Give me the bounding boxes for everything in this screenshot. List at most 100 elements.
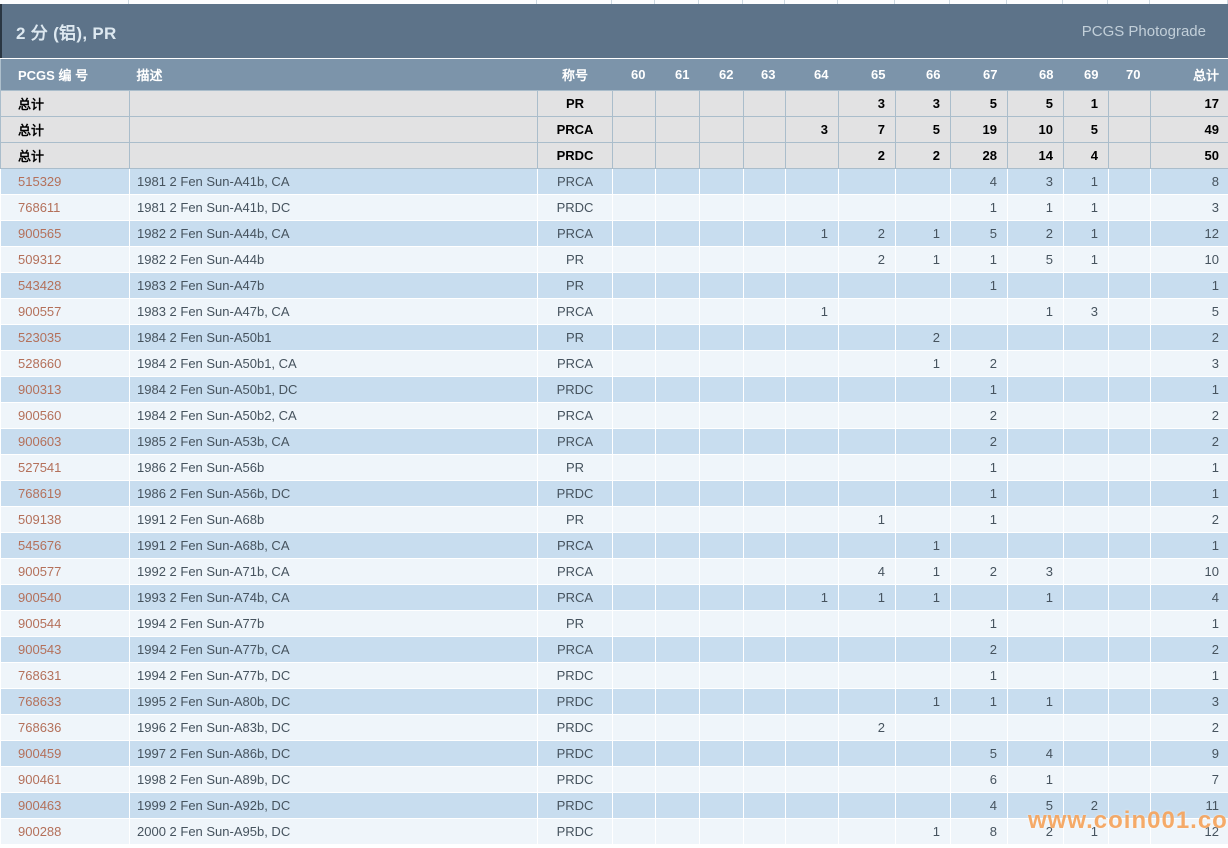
pcgs-number-link[interactable]: 545676 <box>18 537 62 553</box>
grade-60-cell <box>612 505 656 533</box>
pcgs-number-link[interactable]: 900603 <box>18 433 62 449</box>
pcgs-number-link[interactable]: 900557 <box>18 303 62 319</box>
column-header-grade-65: 65 <box>871 66 886 82</box>
row-total-cell: 1 <box>1150 479 1228 507</box>
column-header-grade-68: 68 <box>1039 66 1054 82</box>
pcgs-number-link[interactable]: 900560 <box>18 407 62 423</box>
pcgs-photograde-link[interactable]: PCGS Photograde <box>1081 22 1206 40</box>
grade-65-cell <box>838 271 896 299</box>
grade-70-cell <box>1108 661 1151 689</box>
table-row: 523035 1984 2 Fen Sun-A50b1 PR 2 2 <box>0 323 1228 351</box>
grade-64-cell <box>785 271 839 299</box>
grade-66-cell <box>895 609 951 637</box>
grade-66-cell <box>895 453 951 481</box>
pcgs-number-cell: 900544 <box>0 609 130 637</box>
table-row: 768611 1981 2 Fen Sun-A41b, DC PRDC 1 1 1 3 <box>0 193 1228 221</box>
grade-61-cell <box>655 141 700 169</box>
grade-64-cell: 3 <box>785 115 839 143</box>
grade-66-cell <box>895 479 951 507</box>
column-header-grade-67: 67 <box>983 66 998 82</box>
grade-64-cell <box>785 349 839 377</box>
row-total-cell: 4 <box>1150 583 1228 611</box>
pcgs-number-link[interactable]: 768631 <box>18 667 62 683</box>
grade-66-cell: 1 <box>895 583 951 611</box>
grade-62-cell <box>699 219 744 247</box>
pcgs-number-link[interactable]: 523035 <box>18 329 62 345</box>
pcgs-number-cell: 768611 <box>0 193 130 221</box>
grade-69-cell: 1 <box>1063 89 1109 117</box>
report-title-bar: 2 分 (铝), PR PCGS Photograde <box>0 4 1228 58</box>
pcgs-number-link[interactable]: 768636 <box>18 719 62 735</box>
grade-64-cell <box>785 245 839 273</box>
column-header-grade-60: 60 <box>631 66 646 82</box>
grade-69-cell: 1 <box>1063 219 1109 247</box>
grade-69-cell <box>1063 453 1109 481</box>
grade-63-cell <box>743 297 786 325</box>
pcgs-number-link[interactable]: 515329 <box>18 173 62 189</box>
grade-70-cell <box>1108 531 1151 559</box>
pcgs-number-link[interactable]: 900313 <box>18 381 62 397</box>
grade-64-cell <box>785 505 839 533</box>
grade-67-cell: 5 <box>950 89 1008 117</box>
grade-69-cell <box>1063 765 1109 793</box>
grade-64-cell <box>785 765 839 793</box>
pcgs-number-link[interactable]: 543428 <box>18 277 62 293</box>
grade-69-cell <box>1063 375 1109 403</box>
grade-61-cell <box>655 297 700 325</box>
pcgs-number-cell: 768631 <box>0 661 130 689</box>
designation-cell: PRDC <box>537 817 613 845</box>
pcgs-number-link[interactable]: 900544 <box>18 615 62 631</box>
grade-65-cell: 7 <box>838 115 896 143</box>
grade-65-cell <box>838 349 896 377</box>
pcgs-number-link[interactable]: 900577 <box>18 563 62 579</box>
grade-65-cell <box>838 297 896 325</box>
pcgs-number-link[interactable]: 768611 <box>18 199 61 215</box>
pcgs-number-link[interactable]: 900463 <box>18 797 62 813</box>
grade-64-cell <box>785 375 839 403</box>
grade-63-cell <box>743 323 786 351</box>
pcgs-number-link[interactable]: 900288 <box>18 823 62 839</box>
grade-61-cell <box>655 817 700 845</box>
pcgs-number-link[interactable]: 900565 <box>18 225 62 241</box>
pcgs-number-link[interactable]: 900543 <box>18 641 62 657</box>
row-total-cell: 2 <box>1150 635 1228 663</box>
grade-68-cell: 1 <box>1007 765 1064 793</box>
grade-62-cell <box>699 739 744 767</box>
grade-63-cell <box>743 687 786 715</box>
grade-66-cell <box>895 401 951 429</box>
pcgs-number-link[interactable]: 527541 <box>18 459 62 475</box>
grade-69-cell <box>1063 401 1109 429</box>
row-total-cell: 3 <box>1150 687 1228 715</box>
pcgs-number-link[interactable]: 900461 <box>18 771 62 787</box>
grade-62-cell <box>699 687 744 715</box>
pcgs-number-link[interactable]: 509138 <box>18 511 62 527</box>
grade-62-cell <box>699 791 744 819</box>
table-row: 900577 1992 2 Fen Sun-A71b, CA PRCA 4 1 2 3 10 <box>0 557 1228 585</box>
grade-60-cell <box>612 375 656 403</box>
table-row: 900288 2000 2 Fen Sun-A95b, DC PRDC 1 8 2 1 12 <box>0 817 1228 845</box>
description-cell: 1984 2 Fen Sun-A50b1, CA <box>129 349 538 377</box>
grade-70-cell <box>1108 219 1151 247</box>
grade-65-cell <box>838 193 896 221</box>
population-table: PCGS 编 号描述 称号 60 61 62 63 64 65 66 67 68 69 70 总计 总计 P… <box>0 59 1228 845</box>
grade-61-cell <box>655 453 700 481</box>
grade-60-cell <box>612 557 656 585</box>
pcgs-number-cell: 528660 <box>0 349 130 377</box>
grade-70-cell <box>1108 765 1151 793</box>
grade-60-cell <box>612 713 656 741</box>
row-total-cell: 2 <box>1150 427 1228 455</box>
grade-60-cell <box>612 323 656 351</box>
pcgs-number-link[interactable]: 768619 <box>18 485 62 501</box>
designation-cell: PRCA <box>537 583 613 611</box>
pcgs-number-link[interactable]: 768633 <box>18 693 62 709</box>
sliver-cell <box>612 0 655 4</box>
table-row: 768619 1986 2 Fen Sun-A56b, DC PRDC 1 1 <box>0 479 1228 507</box>
pcgs-number-link[interactable]: 528660 <box>18 355 62 371</box>
grade-64-cell <box>785 661 839 689</box>
pcgs-number-link[interactable]: 900459 <box>18 745 62 761</box>
table-row: 900544 1994 2 Fen Sun-A77b PR 1 1 <box>0 609 1228 637</box>
grade-68-cell <box>1007 531 1064 559</box>
pcgs-number-link[interactable]: 900540 <box>18 589 62 605</box>
pcgs-number-link[interactable]: 509312 <box>18 251 62 267</box>
grade-66-cell: 1 <box>895 349 951 377</box>
